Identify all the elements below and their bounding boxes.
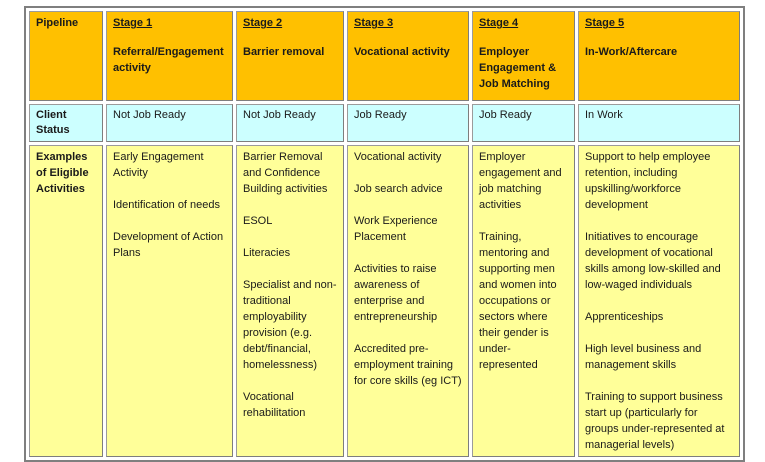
- client-status-label-cell: Client Status: [29, 104, 103, 142]
- header-cell-stage-2: Stage 2 Barrier removal: [236, 11, 344, 101]
- examples-paragraph: Employer engagement and job matching act…: [479, 151, 562, 211]
- header-row: Pipeline Stage 1 Referral/Engagement act…: [29, 11, 740, 101]
- stage-5-title: Stage 5: [585, 17, 625, 29]
- examples-paragraph: Training to support business start up (p…: [585, 391, 725, 451]
- examples-paragraph: Literacies: [243, 247, 291, 259]
- examples-paragraph: Specialist and non-traditional employabi…: [243, 279, 337, 371]
- stage-3-subtitle: Vocational activity: [354, 46, 450, 58]
- examples-paragraph: Support to help employee retention, incl…: [585, 151, 711, 211]
- examples-paragraph: Barrier Removal and Confidence Building …: [243, 151, 328, 195]
- examples-paragraph: High level business and management skill…: [585, 343, 702, 371]
- examples-paragraph: Activities to raise awareness of enterpr…: [354, 263, 438, 323]
- examples-paragraph: Vocational rehabilitation: [243, 391, 306, 419]
- examples-paragraph: Vocational activity: [354, 151, 442, 163]
- pipeline-label: Pipeline: [36, 17, 79, 29]
- examples-paragraph: Work Experience Placement: [354, 215, 438, 243]
- pipeline-header-cell: Pipeline: [29, 11, 103, 101]
- examples-stage-4: Employer engagement and job matching act…: [472, 145, 575, 457]
- examples-paragraph: ESOL: [243, 215, 273, 227]
- examples-stage-5: Support to help employee retention, incl…: [578, 145, 740, 457]
- stage-2-subtitle: Barrier removal: [243, 46, 325, 58]
- examples-stage-3: Vocational activity Job search advice Work…: [347, 145, 469, 457]
- examples-paragraph: Training, mentoring and supporting men a…: [479, 231, 557, 371]
- client-status-stage-3: Job Ready: [347, 104, 469, 142]
- header-cell-stage-1: Stage 1 Referral/Engagement activity: [106, 11, 233, 101]
- examples-paragraph: Identification of needs: [113, 199, 221, 211]
- stage-1-title: Stage 1: [113, 17, 153, 29]
- header-cell-stage-3: Stage 3 Vocational activity: [347, 11, 469, 101]
- examples-paragraph: Initiatives to encourage development of …: [585, 231, 721, 291]
- examples-label-cell: Examples of Eligible Activities: [29, 145, 103, 457]
- client-status-row: Client Status Not Job Ready Not Job Read…: [29, 104, 740, 142]
- examples-row: Examples of Eligible Activities Early En…: [29, 145, 740, 457]
- stage-5-subtitle: In-Work/Aftercare: [585, 46, 678, 58]
- examples-paragraph: Apprenticeships: [585, 311, 664, 323]
- header-cell-stage-4: Stage 4 Employer Engagement & Job Matchi…: [472, 11, 575, 101]
- examples-stage-2: Barrier Removal and Confidence Building …: [236, 145, 344, 457]
- examples-paragraph: Early Engagement Activity: [113, 151, 204, 179]
- examples-paragraph: Accredited pre-employment training for c…: [354, 343, 462, 387]
- stage-4-title: Stage 4: [479, 17, 519, 29]
- stage-1-subtitle: Referral/Engagement activity: [113, 46, 224, 74]
- client-status-stage-5: In Work: [578, 104, 740, 142]
- pipeline-stages-table: Pipeline Stage 1 Referral/Engagement act…: [24, 6, 745, 462]
- header-cell-stage-5: Stage 5 In-Work/Aftercare: [578, 11, 740, 101]
- client-status-stage-2: Not Job Ready: [236, 104, 344, 142]
- stage-3-title: Stage 3: [354, 17, 394, 29]
- examples-paragraph: Job search advice: [354, 183, 443, 195]
- examples-paragraph: Development of Action Plans: [113, 231, 224, 259]
- client-status-stage-1: Not Job Ready: [106, 104, 233, 142]
- examples-stage-1: Early Engagement Activity Identification …: [106, 145, 233, 457]
- stage-2-title: Stage 2: [243, 17, 283, 29]
- client-status-stage-4: Job Ready: [472, 104, 575, 142]
- stage-4-subtitle: Employer Engagement & Job Matching: [479, 46, 557, 90]
